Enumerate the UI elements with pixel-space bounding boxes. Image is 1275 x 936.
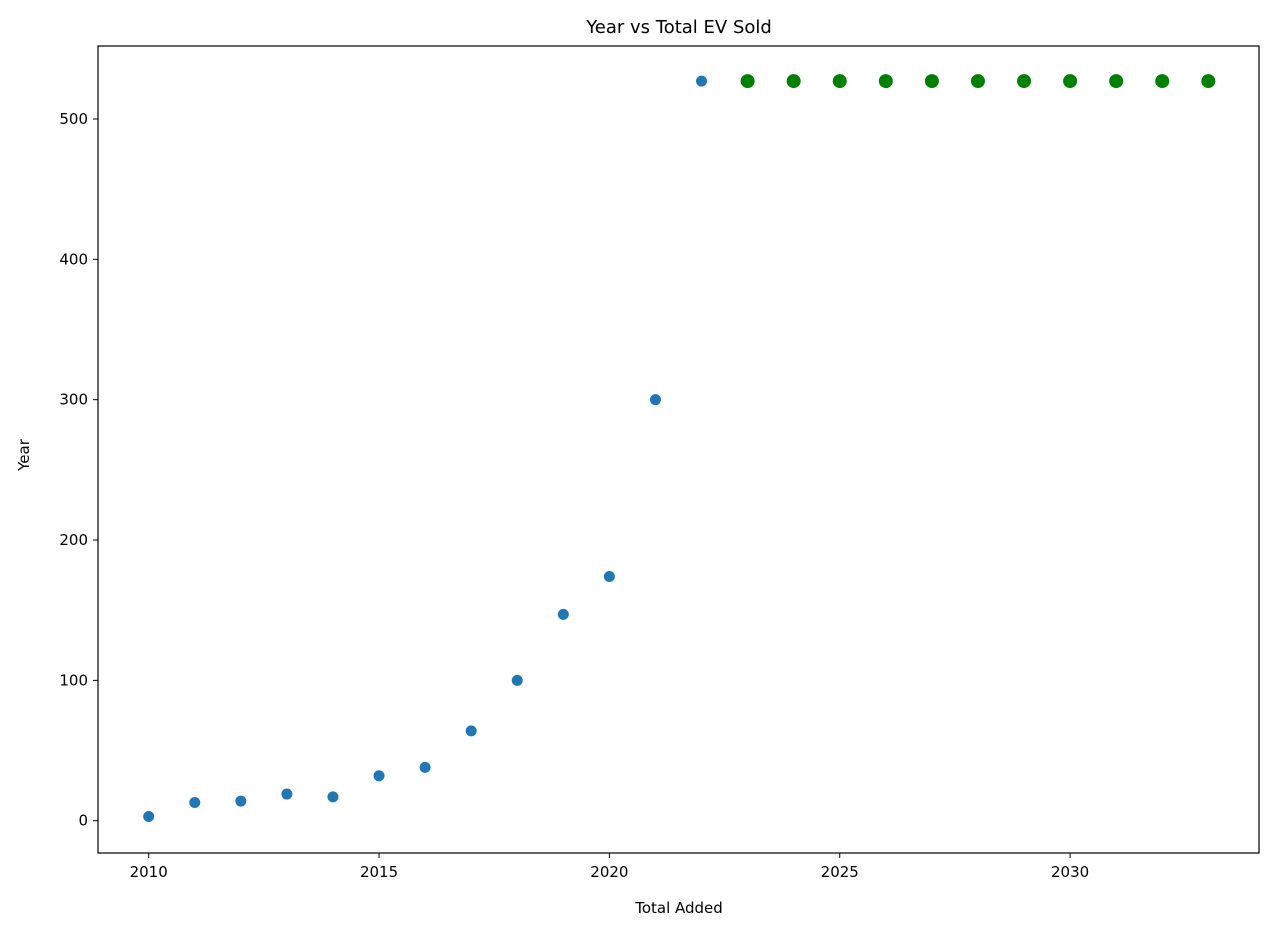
data-point — [235, 795, 247, 807]
x-tick-label: 2020 — [590, 863, 628, 881]
data-point — [970, 74, 985, 89]
data-point — [649, 394, 661, 406]
data-point — [511, 674, 523, 686]
y-axis: 0 100 200 300 400 500 — [59, 110, 98, 830]
x-tick-label: 2010 — [130, 863, 168, 881]
data-point — [1201, 74, 1216, 89]
y-tick-label: 300 — [59, 391, 88, 409]
data-point — [878, 74, 893, 89]
plot-frame — [97, 45, 1260, 854]
data-point — [1155, 74, 1170, 89]
data-point — [740, 74, 755, 89]
data-point — [603, 571, 615, 583]
x-tick-label: 2030 — [1051, 863, 1089, 881]
data-points — [143, 74, 1216, 823]
data-point — [1063, 74, 1078, 89]
data-point — [189, 796, 201, 808]
x-tick-label: 2025 — [821, 863, 859, 881]
plot-area — [97, 45, 1260, 854]
x-axis: 2010 2015 2020 2025 2030 — [130, 853, 1089, 881]
y-tick-label: 0 — [78, 812, 88, 830]
data-point — [1109, 74, 1124, 89]
data-point — [786, 74, 801, 89]
data-point — [327, 791, 339, 803]
data-point — [419, 761, 431, 773]
y-tick-label: 100 — [59, 671, 88, 689]
chart-title: Year vs Total EV Sold — [585, 17, 772, 38]
data-point — [696, 75, 708, 87]
data-point — [557, 608, 569, 620]
x-axis-label: Total Added — [634, 899, 723, 917]
y-axis-label: Year — [15, 438, 33, 472]
data-point — [281, 788, 293, 800]
data-point — [373, 770, 385, 782]
data-point — [143, 811, 155, 823]
data-point — [924, 74, 939, 89]
data-point — [1017, 74, 1032, 89]
data-point — [465, 725, 477, 737]
y-tick-label: 500 — [59, 110, 88, 128]
x-tick-label: 2015 — [360, 863, 398, 881]
data-point — [832, 74, 847, 89]
y-tick-label: 400 — [59, 250, 88, 268]
y-tick-label: 200 — [59, 531, 88, 549]
